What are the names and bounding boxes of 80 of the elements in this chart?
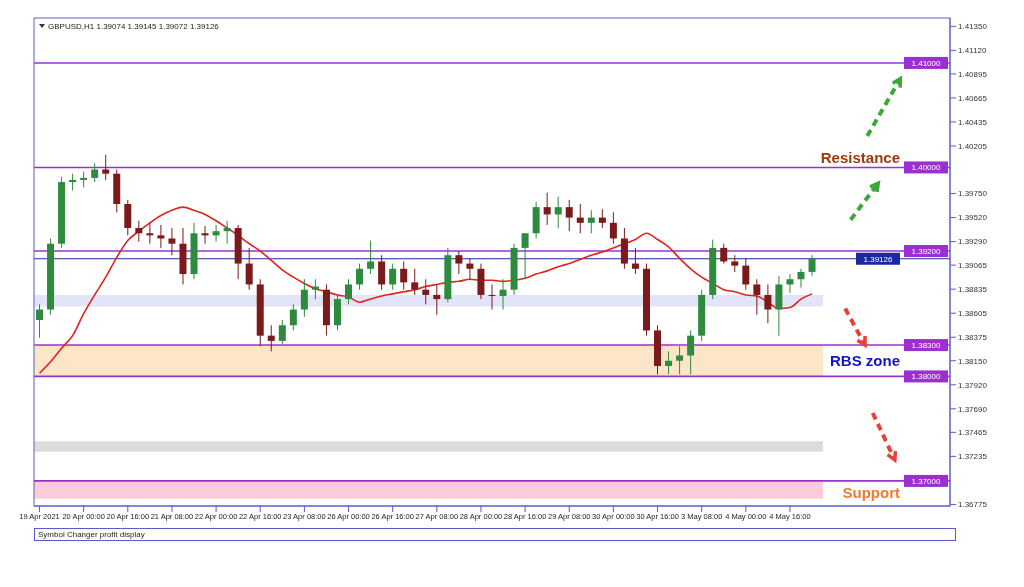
y-tick-label: 1.39750 [958,189,988,199]
candlestick [720,243,728,265]
candlestick [554,196,562,229]
candlestick [201,225,209,245]
candlestick [753,278,761,316]
y-tick-label: 1.37465 [958,428,988,438]
candlestick [400,260,408,291]
text: Symbol Changer profit display [34,528,956,541]
candlestick [378,254,386,291]
candlestick [102,154,110,181]
candlestick [223,220,231,245]
candlestick [267,324,275,352]
y-tick-label: 1.41350 [958,22,988,32]
annotation: Resistance [820,149,900,167]
candlestick [587,209,595,234]
ref-line-label: 1.40000 [911,163,942,173]
annotation: GBPUSD,H1 1.39074 1.39145 1.39072 1.39126 [48,22,220,31]
candlestick [565,199,573,232]
y-tick-label: 1.37920 [958,380,988,390]
y-tick-label: 1.40665 [958,93,988,103]
ref-line-label: 1.38300 [911,341,942,351]
candlestick [665,350,673,375]
y-tick-label: 1.41120 [958,46,987,56]
ref-line-label: 1.39126 [863,254,894,264]
candlestick [466,257,474,280]
candlestick [433,283,441,316]
y-tick-label: 1.40435 [958,117,988,127]
y-tick-label: 1.40895 [958,69,988,79]
y-tick-label: 1.37235 [958,452,988,462]
y-tick-label: 1.36775 [958,500,988,510]
candlestick [135,220,143,243]
candlestick [631,247,639,275]
candlestick [609,211,617,245]
candlestick [157,224,165,249]
ref-line-label: 1.41000 [911,58,942,68]
candlestick [411,268,419,296]
candlestick [742,257,750,291]
ref-line-label: 1.37000 [911,476,942,486]
ref-line-label: 1.38000 [911,372,942,382]
candlestick [576,203,584,234]
y-tick-label: 1.38375 [958,333,988,343]
candlestick [91,162,99,183]
ref-line-label: 1.39200 [911,247,942,257]
candlestick [367,240,375,275]
candlestick [389,263,397,291]
candlestick [488,283,496,311]
candlestick [168,227,176,256]
candlestick [786,273,794,294]
candlestick [598,208,606,229]
y-tick-label: 1.39065 [958,260,988,270]
candlestick [521,232,529,280]
candlestick [356,263,364,291]
text: Support [842,484,900,502]
candlestick [543,192,551,226]
candlestick [797,268,805,289]
candlestick [499,278,507,311]
y-tick-label: 1.39520 [958,213,988,223]
y-tick-label: 1.40205 [958,141,988,151]
candlestick [289,303,297,331]
candlestick [278,319,286,345]
candlestick [36,303,43,339]
text: RBS zone [829,351,900,369]
candlestick [212,224,220,243]
candlestick [300,278,308,318]
y-tick-label: 1.37690 [958,404,988,414]
candlestick [455,250,463,275]
candlestick [676,345,684,375]
candlestick [146,222,154,245]
line-series [38,206,813,375]
candlestick [345,278,353,305]
y-tick-label: 1.38150 [958,356,988,366]
candlestick [311,278,319,300]
candlestick [422,278,430,305]
candlestick [245,247,253,291]
y-tick-label: 1.38605 [958,309,988,319]
candlestick [764,283,772,324]
candlestick [687,329,695,375]
candlestick [808,254,816,277]
y-tick-label: 1.38835 [958,285,988,295]
y-tick-label: 1.39290 [958,237,988,247]
